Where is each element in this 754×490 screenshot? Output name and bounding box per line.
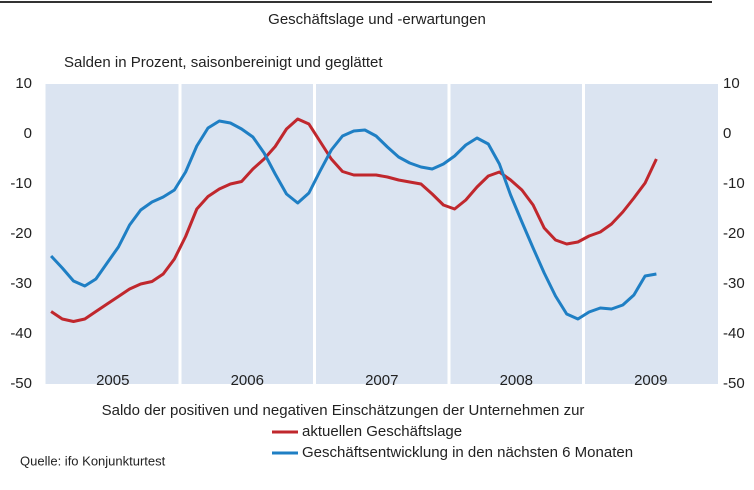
y-tick-label: -50 <box>10 375 32 392</box>
y2-tick-label: -10 <box>723 175 745 192</box>
chart-title: Geschäftslage und -erwartungen <box>268 11 486 28</box>
y2-tick-label: -30 <box>723 275 745 292</box>
y-tick-label: 10 <box>15 75 32 92</box>
chart-subtitle: Salden in Prozent, saisonbereinigt und g… <box>64 54 383 71</box>
x-tick-label: 2009 <box>634 372 667 389</box>
note: Saldo der positiven und negativen Einsch… <box>102 402 585 419</box>
series-line <box>50 119 657 321</box>
source: Quelle: ifo Konjunkturtest <box>20 453 166 468</box>
y2-tick-label: -40 <box>723 325 745 342</box>
y-tick-label: -30 <box>10 275 32 292</box>
x-tick-label: 2005 <box>96 372 129 389</box>
y-tick-label: -40 <box>10 325 32 342</box>
x-tick-label: 2008 <box>500 372 533 389</box>
y-tick-label: 0 <box>24 125 32 142</box>
y-tick-label: -20 <box>10 225 32 242</box>
y-tick-label: -10 <box>10 175 32 192</box>
y2-tick-label: -20 <box>723 225 745 242</box>
x-tick-label: 2007 <box>365 372 398 389</box>
y2-tick-label: 10 <box>723 75 740 92</box>
x-tick-label: 2006 <box>231 372 264 389</box>
legend-label: aktuellen Geschäftslage <box>302 423 462 440</box>
legend-label: Geschäftsentwicklung in den nächsten 6 M… <box>302 444 633 461</box>
y2-tick-label: 0 <box>723 125 731 142</box>
y2-tick-label: -50 <box>723 375 745 392</box>
plot-area <box>45 84 718 384</box>
series-line <box>50 117 658 323</box>
